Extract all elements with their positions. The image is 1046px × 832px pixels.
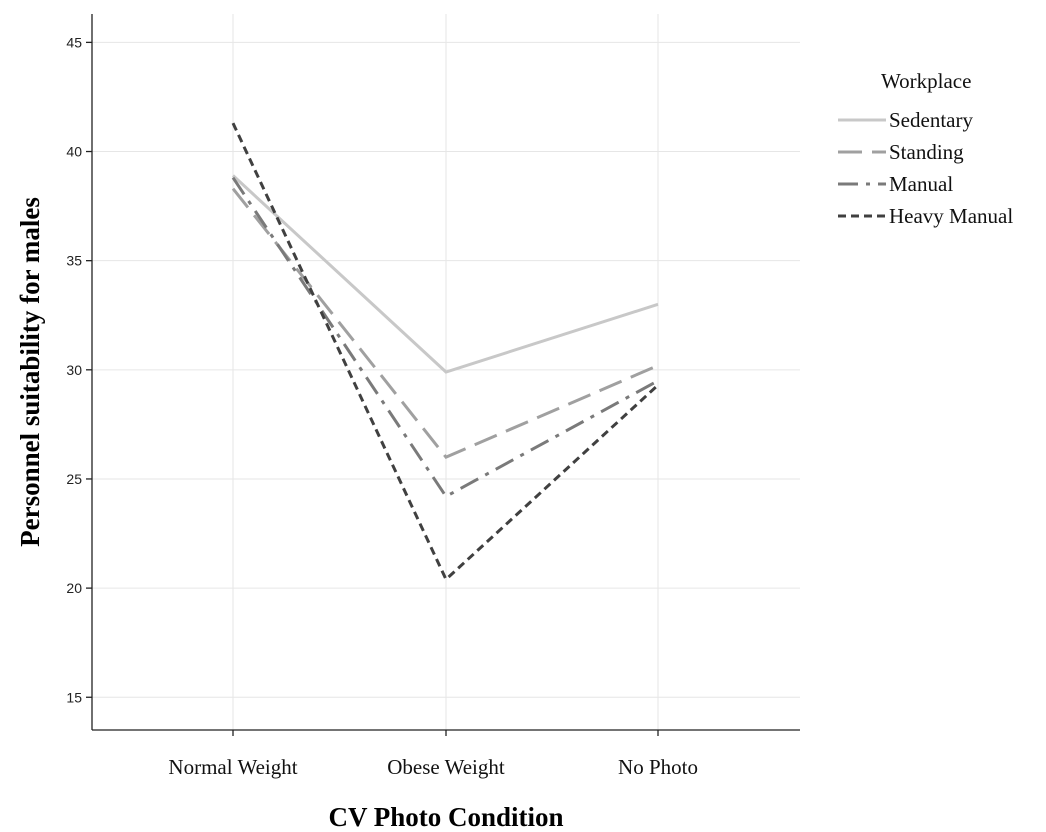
x-tick-label: Obese Weight — [387, 755, 505, 779]
y-tick-label: 30 — [66, 362, 82, 378]
y-tick-label: 40 — [66, 144, 82, 160]
legend-label: Heavy Manual — [889, 204, 1013, 228]
legend-title: Workplace — [881, 69, 971, 93]
legend: Workplace Sedentary Standing Manual Heavy M… — [838, 69, 1013, 228]
x-tick-label: No Photo — [618, 755, 698, 779]
x-tick-label: Normal Weight — [168, 755, 297, 779]
x-axis-title: CV Photo Condition — [328, 802, 563, 832]
series-line-heavy-manual — [231, 122, 660, 582]
y-tick-label: 45 — [66, 34, 82, 50]
y-tick-label: 20 — [66, 580, 82, 596]
legend-label: Standing — [889, 140, 964, 164]
legend-label: Sedentary — [889, 108, 973, 132]
y-ticks: 15 20 25 30 35 40 45 — [66, 34, 92, 705]
y-tick-label: 25 — [66, 471, 82, 487]
series-line-manual — [231, 176, 659, 499]
series-line-sedentary — [231, 174, 659, 374]
y-axis-title: Personnel suitability for males — [15, 197, 45, 547]
y-tick-label: 35 — [66, 253, 82, 269]
series-lines — [231, 122, 660, 582]
legend-label: Manual — [889, 172, 953, 196]
x-ticks: Normal Weight Obese Weight No Photo — [168, 730, 698, 779]
y-tick-label: 15 — [66, 689, 82, 705]
